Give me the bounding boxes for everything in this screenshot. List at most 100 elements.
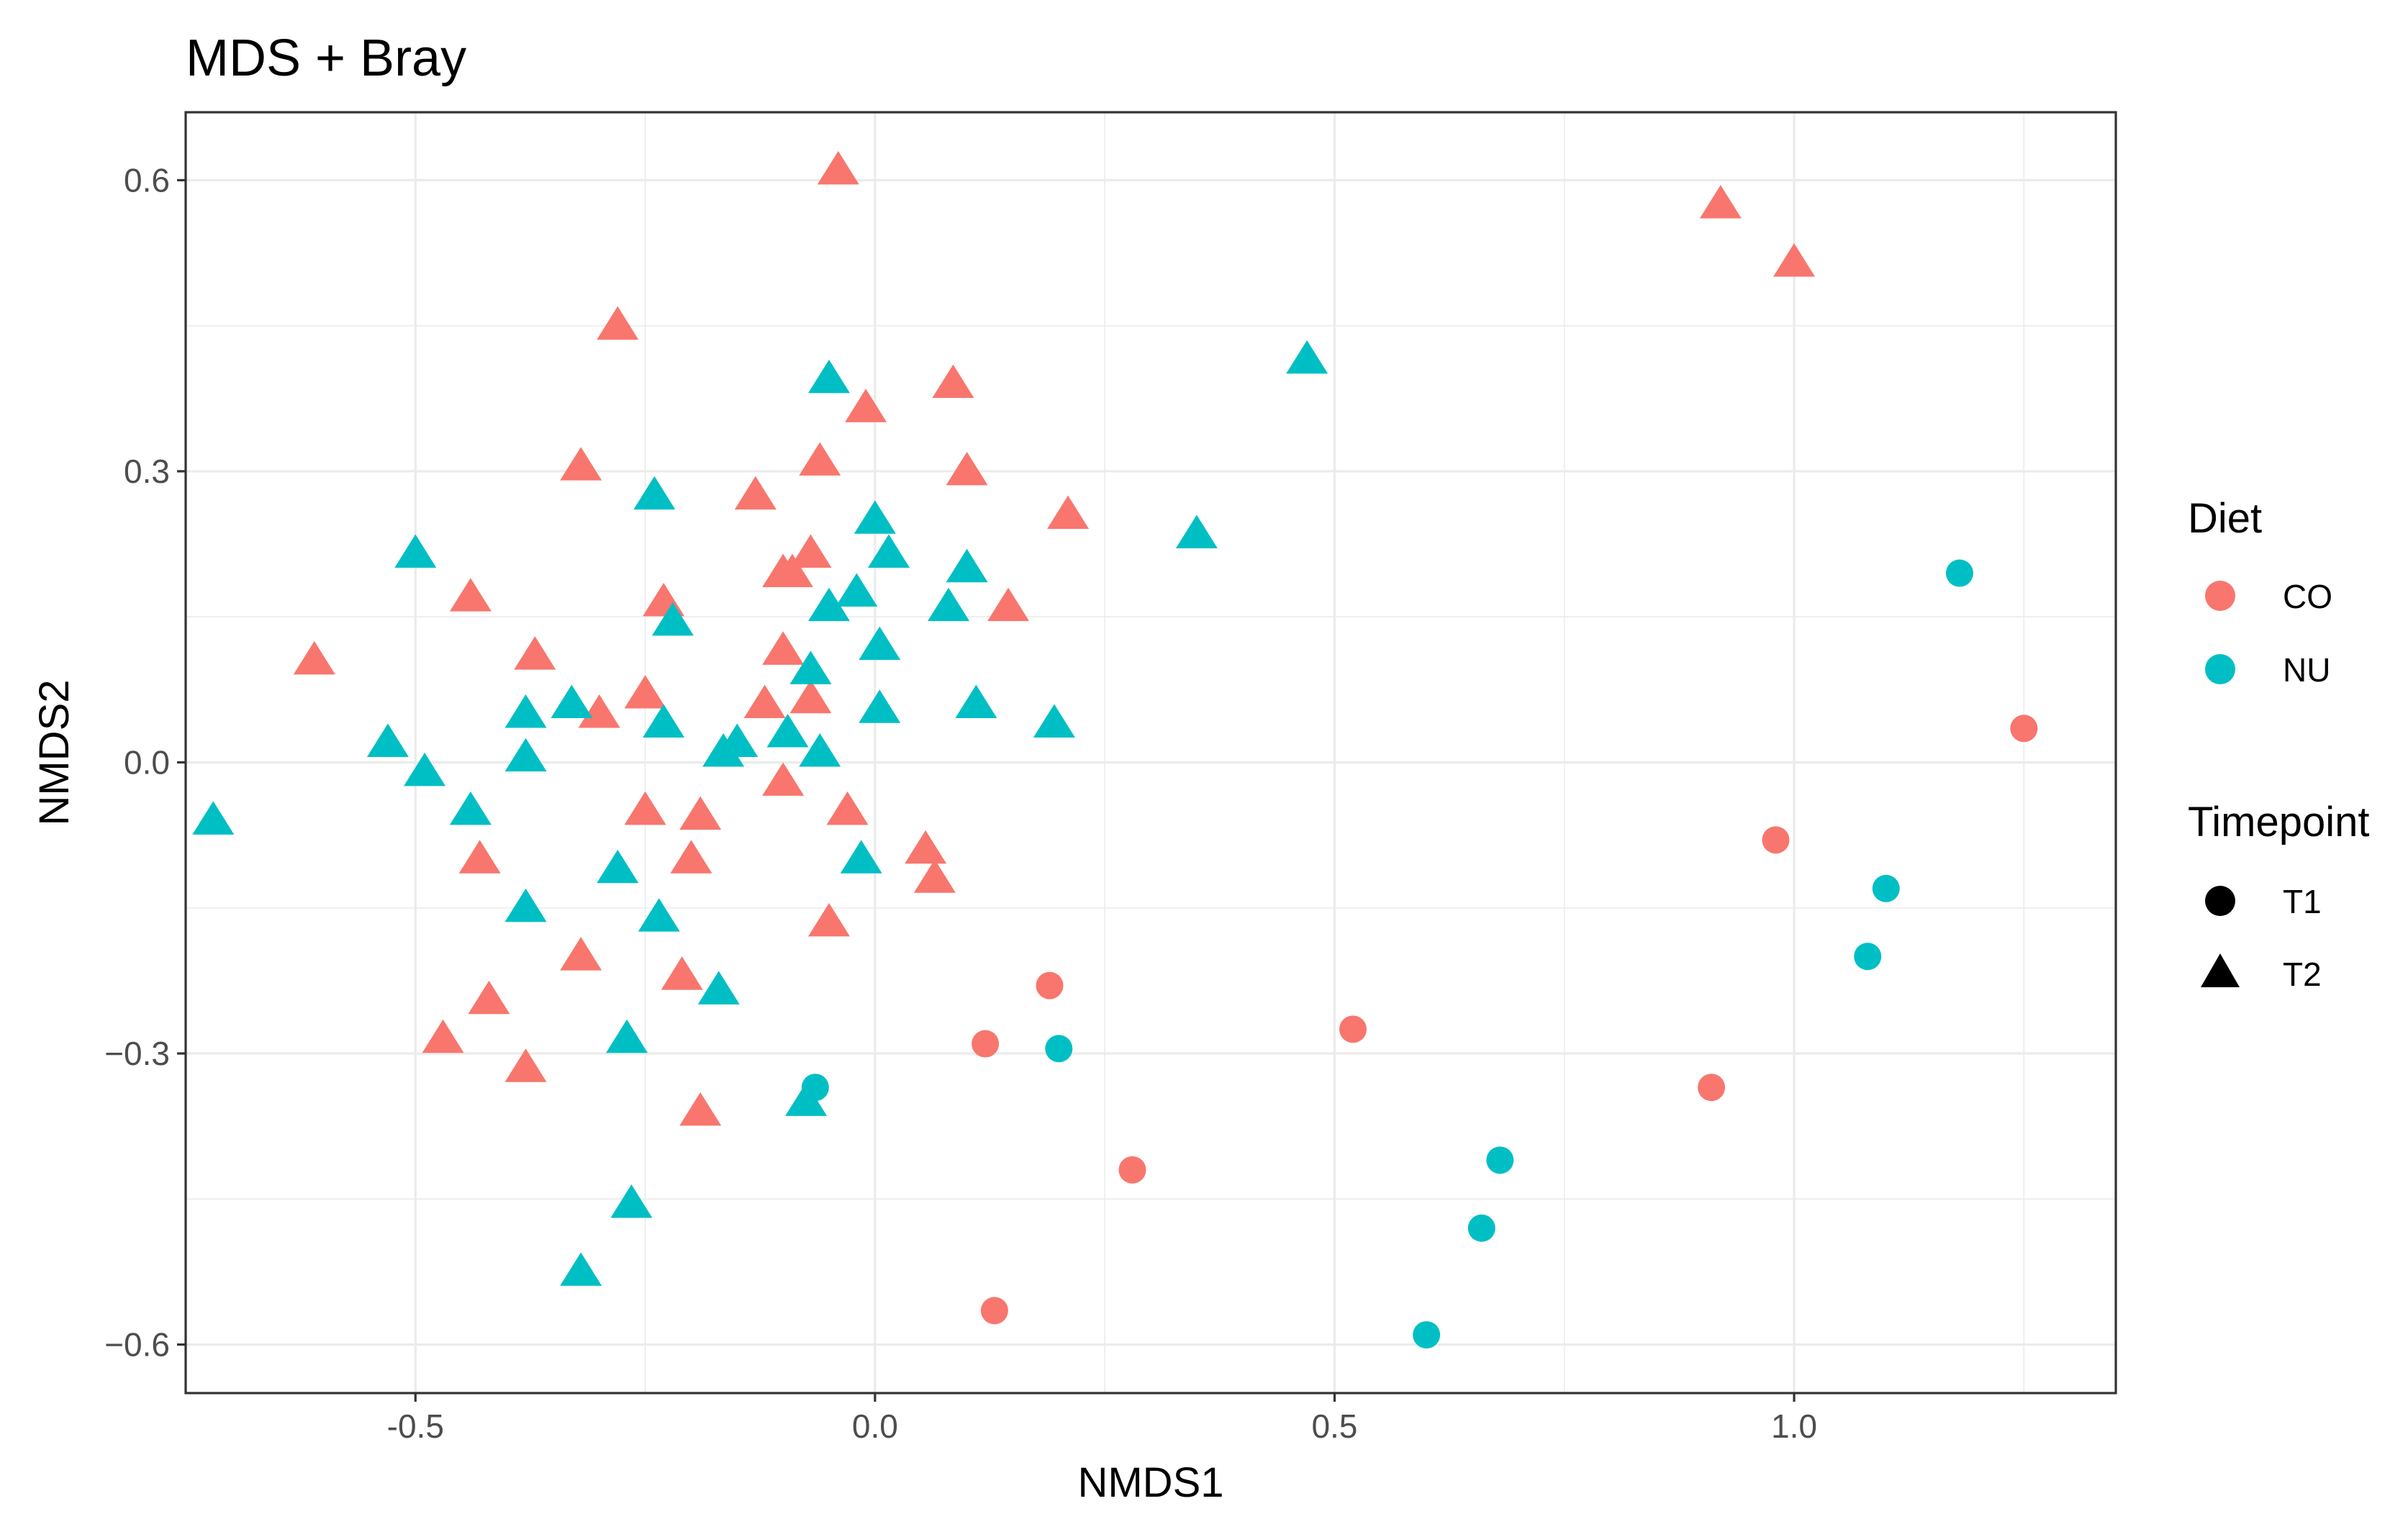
point-nu-t2 [192,801,235,835]
point-co-t2 [679,796,722,830]
legend-label-t2: T2 [2283,956,2322,993]
point-nu-t2 [394,534,437,568]
point-co-t1 [980,1297,1008,1325]
point-co-t2 [597,306,639,340]
point-co-t2 [578,694,620,728]
point-nu-t1 [1872,874,1900,902]
x-axis: -0.5 0.0 0.5 1.0 [387,1393,1817,1445]
point-co-t2 [845,389,887,422]
point-nu-t2 [551,684,593,719]
point-co-t2 [661,956,703,990]
point-nu-t2 [606,1019,648,1053]
y-axis-title: NMDS2 [31,679,78,825]
point-co-t2 [458,840,501,874]
point-nu-t2 [868,534,910,568]
point-co-t2 [817,150,859,185]
point-co-t2 [808,902,850,937]
y-axis: −0.6 −0.3 0.0 0.3 0.6 [104,161,186,1364]
point-nu-t2 [610,1184,653,1218]
point-co-t2 [799,442,841,476]
legend-key-t2 [2201,953,2240,987]
point-nu-t2 [697,971,740,1005]
point-nu-t2 [404,752,446,786]
point-nu-t2 [840,840,882,874]
point-nu-t1 [1413,1321,1441,1349]
point-co-t2 [789,679,832,714]
point-co-t2 [293,640,335,675]
point-co-t2 [743,684,786,719]
point-nu-t2 [560,1252,602,1286]
legend-label-nu: NU [2283,651,2330,689]
point-co-t2 [422,1019,464,1053]
point-nu-t2 [955,684,997,719]
legend-key-co [2205,581,2235,611]
point-co-t2 [560,447,602,481]
point-co-t2 [679,1092,722,1126]
legend-label-t1: T1 [2283,883,2322,920]
y-tick-label: −0.6 [104,1326,170,1364]
point-co-t2 [771,553,813,587]
point-co-t1 [972,1030,1000,1058]
x-tick-label: 0.0 [852,1407,898,1445]
point-nu-t2 [643,704,685,738]
point-co-t2 [826,791,869,825]
legend: Diet CO NU Timepoint T1 T2 [2188,495,2370,993]
point-co-t2 [932,364,974,399]
point-co-t2 [762,762,805,796]
point-co-t2 [762,631,805,665]
point-nu-t2 [449,791,492,825]
point-nu-t2 [597,849,639,884]
point-nu-t2 [859,626,901,661]
point-nu-t2 [808,359,850,394]
point-co-t1 [1698,1074,1726,1102]
point-nu-t2 [854,500,896,534]
point-co-t2 [624,675,666,709]
point-nu-t2 [836,573,878,607]
point-nu-t2 [1175,514,1218,549]
point-co-t2 [560,937,602,971]
point-nu-t2 [504,694,547,728]
point-co-t2 [468,980,510,1015]
point-nu-t1 [1854,943,1882,971]
y-tick-label: −0.3 [104,1035,170,1072]
point-co-t1 [1339,1015,1367,1043]
point-nu-t2 [859,689,901,723]
major-gridlines [186,112,2116,1393]
point-co-t2 [449,578,492,612]
data-points [192,150,2038,1349]
panel-background [186,112,2116,1393]
point-nu-t1 [1486,1146,1514,1174]
legend-title-diet: Diet [2188,495,2262,542]
point-co-t2 [789,534,832,568]
point-nu-t2 [1033,704,1075,738]
point-nu-t2 [651,602,694,636]
point-nu-t2 [1286,340,1329,374]
point-nu-t2 [638,898,680,932]
point-co-t1 [1036,971,1064,999]
point-nu-t2 [946,548,988,583]
legend-key-t1 [2205,886,2235,916]
point-nu-t2 [928,587,970,622]
point-nu-t2 [702,733,745,767]
chart-title: MDS + Bray [186,30,466,87]
x-axis-title: NMDS1 [1077,1459,1223,1506]
point-nu-t2 [808,587,850,622]
point-co-t2 [987,587,1030,622]
point-nu-t2 [366,723,409,757]
point-nu-t2 [766,714,809,748]
panel-border [184,111,2117,1395]
point-nu-t2 [785,1082,828,1116]
point-nu-t2 [799,733,841,767]
point-co-t2 [905,830,947,864]
point-co-t1 [1118,1156,1146,1184]
point-co-t1 [2010,715,2038,743]
point-co-t2 [1699,185,1742,219]
point-nu-t2 [789,650,832,684]
point-co-t2 [624,791,666,825]
point-co-t1 [1762,826,1790,854]
point-co-t2 [1773,243,1815,277]
point-co-t2 [514,636,556,670]
point-co-t2 [913,859,956,893]
point-co-t2 [1047,495,1090,530]
